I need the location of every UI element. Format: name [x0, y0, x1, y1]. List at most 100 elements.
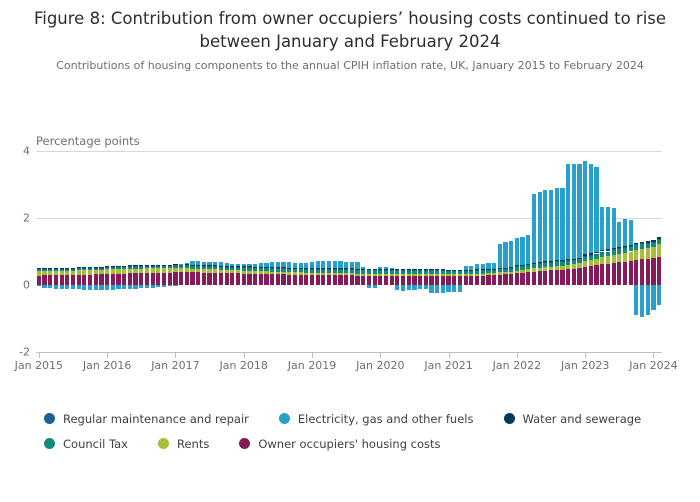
- bar-segment: [275, 274, 280, 285]
- bar-segment: [537, 263, 542, 268]
- bar-segment: [207, 265, 212, 266]
- bar-segment: [179, 265, 184, 269]
- bar-segment: [235, 263, 241, 267]
- bar-segment: [36, 269, 41, 270]
- y-tick-label: 4: [23, 144, 30, 158]
- bar-segment: [412, 269, 417, 270]
- bar-segment: [594, 258, 599, 266]
- bar-segment: [651, 241, 656, 243]
- bar-segment: [634, 244, 639, 246]
- legend-swatch-icon: [158, 438, 169, 449]
- bar-segment: [565, 264, 571, 270]
- bar-segment: [161, 265, 167, 266]
- bar-segment: [645, 248, 650, 259]
- legend-label: Rents: [177, 436, 210, 451]
- bar-segment: [326, 267, 332, 269]
- bar-segment: [127, 268, 132, 274]
- bar-segment: [287, 268, 292, 273]
- bar-segment: [355, 261, 360, 269]
- bar-segment: [139, 285, 144, 289]
- bar-segment: [315, 261, 320, 268]
- bar-segment: [531, 193, 537, 263]
- bar-segment: [235, 273, 241, 285]
- bar-segment: [605, 207, 611, 250]
- bar-segment: [639, 248, 645, 260]
- bar-segment: [560, 259, 565, 261]
- bar-segment: [247, 263, 252, 267]
- bar-segment: [526, 265, 531, 270]
- bar-segment: [309, 267, 315, 269]
- bar-segment: [42, 285, 47, 289]
- bar-segment: [366, 275, 372, 285]
- bar-segment: [287, 272, 292, 275]
- bar-segment: [127, 265, 132, 266]
- bar-segment: [321, 268, 326, 270]
- bar-segment: [70, 269, 76, 271]
- bar-segment: [150, 264, 155, 266]
- bar-segment: [452, 270, 457, 271]
- bar-segment: [190, 264, 195, 266]
- bar-segment: [594, 265, 599, 285]
- bar-segment: [526, 235, 531, 264]
- bar-segment: [247, 270, 252, 274]
- bar-segment: [150, 268, 155, 273]
- legend-swatch-icon: [278, 413, 290, 424]
- bar-segment: [224, 265, 229, 267]
- x-tick-label: Jan 2018: [219, 359, 268, 372]
- bar-segment: [196, 261, 201, 265]
- bar-segment: [59, 274, 64, 285]
- bar-segment: [344, 268, 349, 269]
- bar-segment: [520, 237, 525, 265]
- y-tick-label: -2: [19, 345, 30, 359]
- x-tick-label: Jan 2019: [287, 359, 337, 372]
- bar-segment: [156, 285, 161, 287]
- bar-segment: [452, 285, 457, 293]
- bar-segment: [292, 268, 298, 269]
- bar-segment: [372, 268, 377, 270]
- bar-segment: [70, 285, 76, 290]
- bar-segment: [87, 268, 93, 269]
- bar-segment: [161, 285, 167, 287]
- legend-label: Water and sewerage: [522, 411, 642, 426]
- bar-segment: [611, 207, 616, 249]
- bar-segment: [554, 188, 559, 261]
- bar-segment: [48, 269, 53, 271]
- bar-segment: [42, 269, 47, 271]
- bar-segment: [543, 266, 548, 271]
- bar-segment: [344, 273, 349, 276]
- bar-segment: [270, 261, 275, 267]
- bar-segment: [497, 272, 502, 275]
- bar-segment: [565, 269, 571, 285]
- bar-segment: [429, 269, 434, 270]
- bar-segment: [571, 164, 576, 259]
- bar-segment: [36, 271, 41, 276]
- bar-segment: [264, 271, 269, 274]
- bar-segment: [53, 285, 59, 290]
- bar-segment: [537, 191, 542, 263]
- bar-segment: [463, 269, 468, 271]
- bar-segment: [395, 273, 400, 276]
- bar-segment: [657, 239, 662, 241]
- bar-segment: [366, 273, 372, 276]
- bar-segment: [435, 285, 440, 294]
- bar-segment: [304, 268, 309, 270]
- bar-segment: [270, 271, 275, 275]
- bar-segment: [423, 285, 428, 290]
- bar-segment: [36, 285, 41, 287]
- bar-segment: [440, 285, 445, 294]
- bar-segment: [42, 275, 47, 285]
- bar-segment: [173, 272, 178, 285]
- bar-segment: [252, 266, 258, 268]
- bar-segment: [469, 265, 474, 270]
- bar-segment: [372, 273, 377, 276]
- legend-row: Council Tax Rents Owner occupiers' housing…: [44, 431, 674, 456]
- bar-segment: [526, 269, 531, 273]
- bar-segment: [361, 266, 366, 269]
- legend-swatch-icon: [44, 413, 55, 424]
- bar-segment: [179, 263, 184, 265]
- bar-segment: [605, 251, 611, 256]
- bar-segment: [565, 259, 571, 261]
- bar-segment: [82, 268, 87, 269]
- bar-segment: [617, 248, 622, 250]
- bar-segment: [332, 269, 337, 274]
